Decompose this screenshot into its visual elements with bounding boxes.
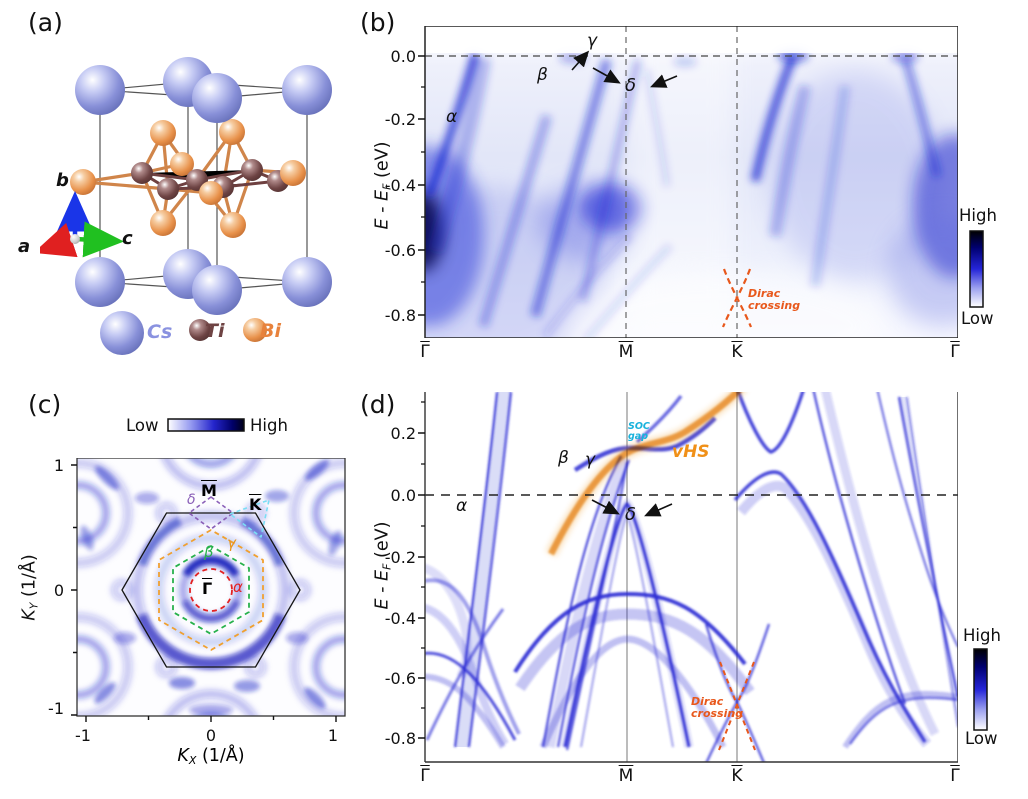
d-beta-label: β [558, 448, 569, 468]
c-xtick: 0 [205, 726, 217, 745]
d-ytick: -0.4 [384, 609, 416, 628]
vhs-highlight-band [548, 392, 742, 556]
c-gamma-point-label: Γ [202, 579, 213, 598]
axis-a-label: a [18, 236, 31, 257]
crystal-axes [40, 191, 124, 258]
delta-arrows-d [591, 499, 673, 517]
b-gamma-label: γ [587, 31, 598, 51]
d-xtick-k: K [731, 766, 743, 786]
d-ytick: 0.0 [390, 486, 416, 505]
b-xtick-k: K [731, 342, 743, 362]
c-colorbar-high: High [250, 416, 288, 435]
c-delta-label: δ [187, 492, 196, 508]
fermi-surface-map [71, 458, 346, 722]
d-xtick-gamma: Γ [420, 766, 430, 786]
c-gamma-label: γ [227, 534, 236, 552]
beta-contour [172, 545, 250, 635]
d-ytick: -0.8 [384, 729, 416, 748]
arpes-dispersion-map [418, 26, 958, 338]
d-delta-label: δ [625, 504, 637, 525]
annotation-arrows [571, 50, 678, 88]
d-colorbar-low: Low [965, 729, 998, 748]
c-alpha-label: α [233, 578, 243, 596]
b-ytick: -0.8 [384, 306, 416, 325]
calculated-band-structure [418, 392, 958, 763]
panel-c-label: (c) [28, 390, 62, 419]
legend-label-ti: Ti [205, 320, 225, 342]
c-xtick: 1 [327, 726, 339, 745]
gamma-contour [158, 529, 264, 651]
legend-label-cs: Cs [147, 321, 173, 343]
d-alpha-label: α [456, 496, 468, 516]
d-colorbar [973, 648, 988, 731]
b-colorbar [969, 230, 984, 308]
axis-b-label: b [56, 170, 69, 191]
axis-c-label: c [122, 228, 133, 249]
d-soc-gap-annotation: SOC gap [628, 421, 650, 443]
b-ytick: -0.6 [384, 241, 416, 260]
b-ytick: -0.2 [384, 110, 416, 129]
m-k-guide-lines [625, 26, 738, 338]
dirac-crossing-marks [721, 268, 753, 328]
d-vhs-label: vHS [672, 442, 710, 462]
d-gamma-label: γ [585, 450, 596, 470]
c-ytick: -1 [48, 699, 64, 718]
panel-d-label: (d) [360, 390, 396, 419]
crystal-structure-drawing [40, 57, 332, 355]
b-ytick: -0.4 [384, 176, 416, 195]
c-xtick: -1 [75, 726, 91, 745]
bi-ti-atoms [70, 119, 306, 238]
dirac-crossing-marks-d [718, 661, 756, 751]
c-colorbar [167, 418, 245, 432]
d-dirac-annotation: Dirac crossing [691, 695, 744, 720]
panel-b-label: (b) [360, 8, 396, 37]
d-ytick: -0.6 [384, 669, 416, 688]
c-ytick: 1 [53, 456, 64, 475]
panel-c-xlabel: KX (1/Å) [177, 746, 245, 767]
b-colorbar-high: High [959, 206, 997, 225]
k-triangle-contour [229, 499, 270, 538]
panel-a-label: (a) [28, 8, 63, 37]
legend-spheres [100, 311, 267, 355]
brillouin-zone-hexagon [121, 512, 301, 668]
alpha-contour [189, 568, 233, 612]
b-xtick-gamma: Γ [420, 342, 430, 362]
b-ytick: 0.0 [390, 47, 416, 66]
d-ytick: 0.2 [390, 424, 416, 443]
d-xtick-m: M [618, 766, 634, 786]
c-ytick: 0 [53, 581, 64, 600]
b-delta-label: δ [625, 75, 637, 96]
b-dirac-annotation: Dirac crossing [748, 287, 801, 312]
c-m-point-label: M [201, 481, 217, 500]
b-xtick-gamma2: Γ [950, 342, 960, 362]
b-alpha-label: α [446, 107, 458, 127]
legend-label-bi: Bi [260, 320, 281, 342]
c-colorbar-low: Low [126, 416, 159, 435]
b-xtick-m: M [618, 342, 634, 362]
d-xtick-gamma2: Γ [950, 766, 960, 786]
ylabel-main: E - E [372, 189, 393, 230]
d-ytick: -0.2 [384, 548, 416, 567]
c-beta-label: β [204, 543, 214, 561]
c-k-point-label: K [249, 495, 262, 514]
cs-atoms [75, 57, 332, 315]
b-colorbar-low: Low [961, 309, 994, 328]
d-colorbar-high: High [963, 626, 1001, 645]
b-beta-label: β [537, 65, 548, 85]
